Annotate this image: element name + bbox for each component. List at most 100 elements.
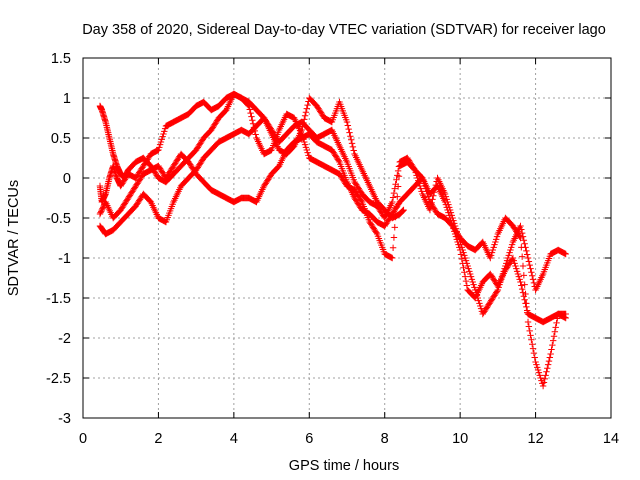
- data-point: [506, 249, 513, 256]
- data-point: [526, 261, 533, 269]
- y-tick-label: -3: [58, 411, 71, 427]
- data-point: [462, 257, 470, 264]
- data-point: [524, 254, 532, 262]
- data-point: [444, 198, 451, 206]
- y-tick-label: -1.5: [46, 291, 71, 307]
- data-point: [508, 244, 515, 251]
- data-point: [252, 131, 259, 138]
- y-tick-label: -1: [58, 251, 71, 267]
- data-point: [523, 251, 531, 258]
- x-tick-label: 0: [79, 431, 87, 447]
- data-point: [544, 361, 552, 368]
- data-point: [445, 201, 452, 208]
- data-point: [410, 165, 418, 172]
- data-point: [348, 140, 356, 147]
- data-point: [487, 252, 495, 259]
- data-point: [246, 106, 253, 113]
- data-point: [510, 257, 517, 264]
- data-point: [529, 272, 536, 279]
- series-track-2: [96, 90, 569, 326]
- data-point: [526, 327, 533, 335]
- data-point: [525, 323, 533, 330]
- data-point: [498, 276, 505, 283]
- data-point: [461, 254, 469, 262]
- data-point: [477, 302, 484, 310]
- data-point: [520, 237, 528, 244]
- data-point: [394, 193, 401, 200]
- data-point: [448, 212, 455, 219]
- data-point: [349, 143, 357, 151]
- data-point: [393, 176, 400, 183]
- data-point: [97, 209, 104, 216]
- data-point: [518, 244, 525, 251]
- data-point: [516, 276, 523, 283]
- data-point: [247, 109, 254, 117]
- data-point: [541, 375, 548, 383]
- data-point: [301, 141, 309, 148]
- data-point: [552, 324, 559, 331]
- data-point: [413, 172, 420, 179]
- data-point: [472, 286, 479, 294]
- x-tick-label: 10: [452, 431, 468, 447]
- y-tick-label: 0.5: [51, 131, 71, 147]
- data-point: [474, 294, 481, 302]
- data-point: [499, 270, 507, 278]
- data-point: [472, 289, 480, 296]
- x-tick-label: 6: [305, 431, 313, 447]
- data-point: [496, 281, 503, 288]
- grid: [83, 58, 611, 418]
- data-point: [473, 292, 481, 299]
- data-point: [459, 246, 466, 254]
- data-point: [550, 333, 558, 340]
- data-point: [304, 101, 311, 109]
- data-point: [466, 268, 473, 275]
- data-point: [447, 209, 455, 216]
- data-point: [422, 185, 429, 192]
- data-point: [159, 133, 166, 140]
- data-point: [155, 146, 162, 154]
- data-point: [96, 210, 104, 218]
- data-point: [430, 189, 438, 196]
- data-point: [446, 204, 453, 211]
- data-point: [518, 285, 526, 293]
- data-point: [467, 273, 475, 280]
- data-point: [502, 262, 509, 270]
- data-point: [373, 229, 380, 236]
- data-point: [424, 190, 431, 198]
- data-point: [391, 185, 398, 192]
- data-point: [400, 206, 407, 214]
- data-points: [96, 90, 569, 390]
- data-point: [425, 196, 433, 203]
- data-point: [412, 169, 419, 176]
- data-point: [505, 252, 512, 259]
- data-point: [304, 149, 311, 156]
- data-point: [547, 350, 554, 358]
- data-point: [157, 138, 165, 146]
- data-point: [521, 281, 528, 288]
- data-point: [531, 354, 538, 361]
- data-point: [462, 277, 470, 285]
- data-point: [542, 372, 549, 379]
- y-tick-label: 0: [63, 171, 71, 187]
- data-point: [346, 129, 353, 136]
- data-point: [446, 206, 454, 214]
- data-point: [525, 258, 533, 265]
- data-point: [419, 174, 426, 182]
- data-point: [343, 118, 351, 126]
- data-point: [562, 314, 569, 322]
- data-point: [523, 300, 530, 307]
- x-tick-label: 2: [154, 431, 162, 447]
- data-point: [394, 172, 401, 179]
- data-point: [513, 265, 520, 272]
- data-point: [470, 281, 477, 288]
- data-point: [535, 369, 543, 376]
- x-tick-label: 8: [381, 431, 389, 447]
- data-point: [548, 346, 555, 353]
- data-point: [529, 341, 536, 348]
- data-point: [302, 144, 310, 151]
- data-point: [523, 309, 531, 316]
- data-point: [467, 270, 474, 278]
- data-point: [161, 128, 168, 135]
- data-point: [442, 193, 450, 200]
- data-point: [490, 244, 497, 251]
